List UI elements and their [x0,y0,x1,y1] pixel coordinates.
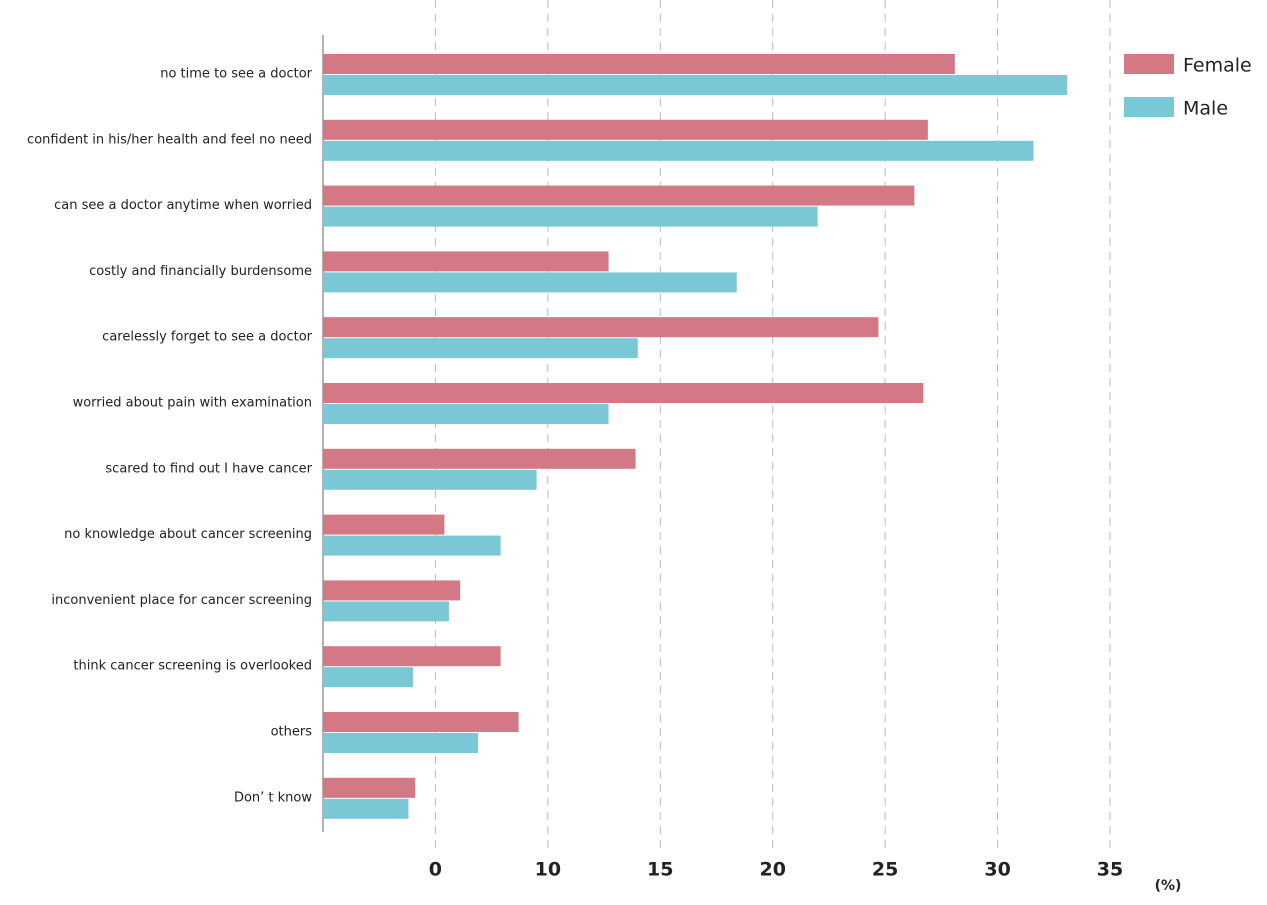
bar [323,317,879,338]
category-label: scared to find out I have cancer [105,461,312,476]
bar [323,185,915,206]
category-label: costly and financially burdensome [89,264,312,279]
category-label: worried about pain with examination [73,396,312,411]
x-tick-label: 25 [872,859,898,881]
x-tick-label: 35 [1097,859,1123,881]
bar [323,712,519,732]
bar [323,601,449,622]
bar [323,206,818,227]
bar [323,272,737,293]
bar [323,338,638,359]
bar [323,54,955,74]
legend-label: Male [1183,98,1228,120]
bar [323,469,537,490]
category-label: inconvenient place for cancer screening [51,593,312,608]
legend-swatch [1124,97,1174,117]
category-label: confident in his/her health and feel no … [27,132,312,147]
category-label: think cancer screening is overlooked [73,659,312,674]
legend-label: Female [1183,55,1252,77]
bar [323,667,413,688]
category-label: others [271,725,313,740]
x-tick-label: 20 [759,859,785,881]
x-tick-label: 30 [984,859,1010,881]
bar [323,448,636,469]
bar [323,580,461,601]
bar [323,777,416,798]
bar [323,383,924,403]
bar [323,75,1068,95]
bar [323,733,479,753]
bar [323,535,501,556]
bar [323,251,609,272]
legend-swatch [1124,54,1174,74]
category-label: Don’ t know [234,790,312,805]
bar [323,404,609,424]
x-tick-label: 15 [647,859,673,881]
category-label: no time to see a doctor [160,67,312,82]
x-tick-label: 0 [429,859,442,881]
bar [323,646,501,667]
x-axis-label: (%) [1155,878,1182,894]
bar [323,119,928,140]
bar [323,798,409,819]
category-label: carelessly forget to see a doctor [102,330,312,345]
bar [323,140,1034,161]
category-label: no knowledge about cancer screening [64,527,312,542]
x-tick-label: 10 [535,859,561,881]
bar [323,514,445,535]
category-label: can see a doctor anytime when worried [54,198,312,213]
